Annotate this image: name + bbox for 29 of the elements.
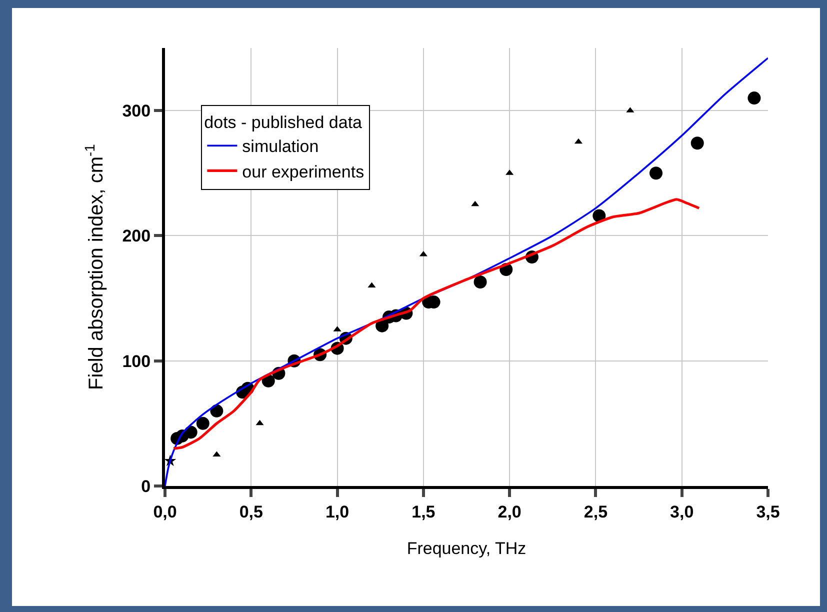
point (419, 250, 428, 256)
point (474, 276, 487, 289)
y-tick-label: 0 (141, 476, 151, 496)
legend-title: dots - published data (204, 113, 363, 132)
line-series (172, 198, 700, 450)
legend-label: our experiments (242, 162, 364, 182)
y-tick-label: 300 (122, 102, 151, 121)
point (592, 209, 606, 222)
x-tick-label: 3,0 (670, 502, 694, 522)
x-tick-label: 0,5 (239, 502, 263, 522)
x-axis-title: Frequency, THz (406, 538, 526, 558)
point (256, 420, 264, 426)
point (471, 200, 480, 206)
point (650, 166, 663, 180)
x-tick-label: 2,0 (498, 502, 522, 522)
point (690, 136, 704, 150)
y-tick-label: 200 (122, 226, 151, 246)
x-tick-label: 1,5 (412, 502, 436, 522)
x-tick-label: 1,0 (325, 502, 350, 522)
x-tick-label: 0,0 (153, 502, 177, 522)
y-tick-label: 100 (122, 352, 151, 371)
legend-label: simulation (242, 137, 319, 156)
x-tick-label: 3,5 (756, 502, 780, 522)
x-tick-label: 2,5 (584, 502, 608, 522)
point (748, 92, 761, 105)
point (196, 416, 210, 430)
point (184, 426, 198, 439)
line-series (165, 57, 768, 486)
point (368, 282, 376, 288)
